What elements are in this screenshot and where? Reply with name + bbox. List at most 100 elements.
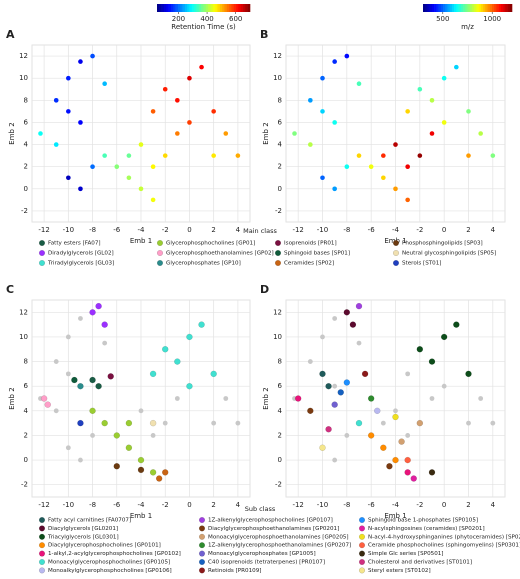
legend-marker	[275, 239, 282, 246]
point	[149, 469, 157, 476]
point	[405, 433, 411, 438]
y-tick-label: 8	[278, 358, 282, 366]
point	[381, 153, 386, 158]
x-tick-label: 4	[236, 501, 241, 509]
colorbar-step	[163, 4, 167, 12]
y-tick-label: 12	[273, 308, 282, 316]
point	[404, 469, 411, 476]
point	[210, 370, 217, 378]
point	[343, 309, 351, 316]
y-tick-label: 12	[273, 52, 282, 60]
x-tick-label: -6	[368, 501, 376, 509]
point	[186, 382, 193, 390]
y-tick-label: -2	[275, 207, 282, 215]
x-tick-label: -12	[38, 226, 49, 234]
colorbar-step	[219, 4, 223, 12]
colorbar-step	[491, 4, 495, 12]
point	[90, 433, 95, 438]
legend-title: Main class	[243, 227, 277, 235]
x-tick-label: 0	[442, 501, 446, 509]
colorbar-step	[487, 4, 491, 12]
y-tick-label: 4	[278, 407, 283, 415]
point	[367, 395, 375, 402]
legend-label: Monoacylglycerophosphoethanolamines [GP0…	[208, 534, 349, 540]
x-tick-label: 0	[442, 226, 446, 234]
y-tick-label: 10	[273, 333, 282, 341]
legend-marker	[359, 517, 366, 524]
legend-marker	[198, 567, 205, 574]
legend-label: Isoprenoids [PR01]	[284, 241, 337, 247]
point	[320, 75, 325, 81]
point	[78, 186, 83, 192]
x-tick-label: -12	[292, 501, 303, 509]
colorbar-step	[170, 4, 174, 12]
legend-label: Steryl esters [ST0102]	[368, 568, 431, 574]
point	[416, 419, 424, 427]
point	[392, 456, 399, 464]
colorbar-step	[474, 4, 477, 12]
point	[441, 120, 447, 125]
x-tick-label: -10	[63, 226, 74, 234]
y-tick-label: 4	[24, 141, 29, 149]
x-tick-label: -4	[138, 226, 146, 234]
legend-marker	[393, 239, 400, 246]
legend-marker	[156, 260, 163, 267]
y-tick-label: 0	[278, 456, 282, 464]
point	[337, 389, 344, 396]
point	[65, 334, 71, 340]
colorbar-step	[166, 4, 169, 12]
colorbar-tick-label: 400	[200, 15, 213, 23]
panel-label: B	[260, 28, 268, 41]
x-tick-label: 2	[466, 501, 470, 509]
x-tick-label: -12	[38, 501, 49, 509]
legend-label: Cholesterol and derivatives [ST0101]	[368, 560, 472, 566]
x-tick-label: 4	[491, 226, 496, 234]
legend-label: C40 isoprenoids (tetraterpenes) [PR0107]	[208, 560, 325, 566]
point	[308, 142, 313, 147]
point	[325, 426, 332, 433]
colorbar-step	[194, 4, 197, 12]
point	[386, 463, 393, 470]
x-tick-label: -10	[317, 226, 328, 234]
legend-marker	[359, 525, 366, 532]
x-tick-label: -8	[89, 501, 96, 509]
point	[405, 197, 410, 203]
y-tick-label: 0	[24, 456, 28, 464]
colorbar-step	[438, 4, 442, 12]
x-tick-label: 2	[211, 501, 215, 509]
point	[90, 53, 95, 59]
legend-label: Sterols [ST01]	[402, 261, 441, 267]
colorbar-step	[480, 4, 484, 12]
legend-label: Neutral glycosphingolipids [SP05]	[402, 251, 496, 257]
point	[162, 153, 168, 158]
legend-marker	[39, 542, 46, 549]
point	[150, 164, 156, 169]
y-tick-label: 10	[273, 74, 282, 82]
point	[320, 109, 325, 114]
legend-label: 1-alkyl,2-acylglycerophosphocholines [GP…	[48, 551, 181, 557]
legend-marker	[156, 249, 163, 256]
legend-label: Triradylglycerols [GL03]	[47, 261, 114, 267]
legend-marker	[39, 249, 46, 256]
colorbar-step	[205, 4, 209, 12]
y-tick-label: 8	[24, 358, 28, 366]
colorbar-tick-label: 500	[436, 15, 449, 23]
legend-label: N-acyl-4-hydroxysphinganines (phytoceram…	[368, 534, 520, 540]
legend-marker	[198, 517, 205, 524]
point	[162, 420, 168, 426]
point	[441, 383, 447, 389]
legend-marker	[39, 559, 46, 566]
point	[355, 419, 363, 427]
point	[393, 142, 398, 147]
point	[78, 316, 83, 321]
x-tick-label: 0	[187, 226, 191, 234]
point	[466, 109, 471, 114]
legend-label: Ceramides [SP02]	[284, 261, 334, 267]
legend-marker	[198, 533, 205, 540]
y-tick-label: 0	[24, 185, 28, 193]
legend-label: Diradylglycerols [GL02]	[48, 251, 114, 257]
legend-label: Diacylglycerophosphoethanolamines [GP020…	[208, 526, 339, 532]
point	[187, 75, 192, 81]
point	[368, 164, 374, 169]
colorbar-tick-label: 1000	[483, 15, 501, 23]
